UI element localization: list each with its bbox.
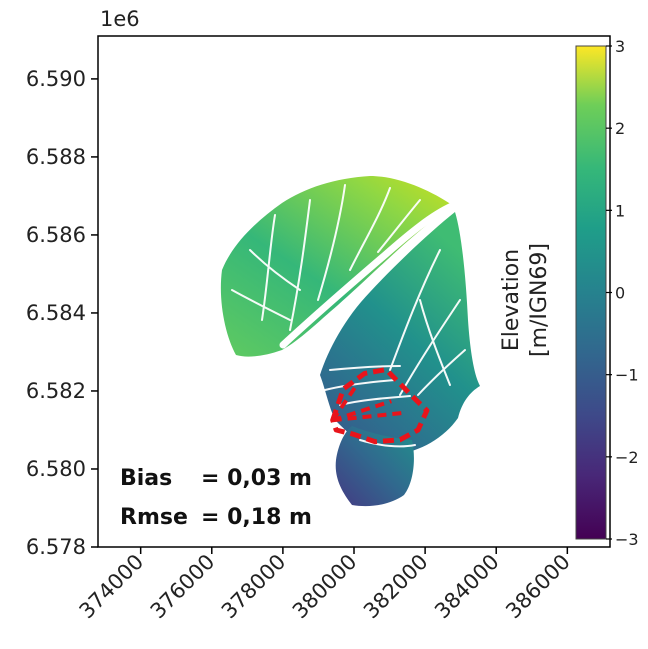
y-tick-label: 6.578: [26, 535, 86, 559]
colorbar-tick-label: −2: [615, 448, 639, 467]
y-tick-label: 6.590: [26, 67, 86, 91]
highlight-spoke: [332, 399, 392, 423]
colorbar-tick-label: 2: [615, 119, 625, 138]
y-offset-label: 1e6: [100, 7, 140, 31]
y-axis: 6.578 6.580 6.582 6.584 6.586 6.588 6.590: [26, 67, 98, 559]
bias-value: = 0,03 m: [201, 466, 312, 491]
channel-gap: [279, 202, 456, 349]
x-axis: 3740003760003780003800003820003840003860…: [75, 547, 575, 623]
colorbar-tick-label: −1: [615, 366, 639, 385]
x-tick-label: 376000: [146, 550, 220, 624]
highlight-spoke: [332, 410, 404, 423]
colorbar-tick-label: 1: [615, 201, 625, 220]
y-tick-label: 6.586: [26, 223, 86, 247]
x-tick-label: 382000: [359, 550, 433, 624]
y-tick-label: 6.584: [26, 301, 86, 325]
rmse-label: Rmse: [120, 505, 188, 530]
colorbar: [575, 45, 607, 540]
highlight-region: [330, 367, 430, 445]
y-tick-label: 6.588: [26, 145, 86, 169]
x-tick-label: 380000: [288, 550, 362, 624]
colorbar-tick-label: 0: [615, 284, 625, 303]
colorbar-ticks: 3 2 1 0 −1 −2 −3: [606, 37, 639, 549]
rmse-value: = 0,18 m: [201, 505, 312, 530]
colorbar-label-line1: Elevation: [499, 249, 524, 351]
y-tick-label: 6.580: [26, 457, 86, 481]
bias-label: Bias: [120, 466, 172, 491]
colorbar-tick-label: −3: [615, 530, 639, 549]
x-tick-label: 384000: [430, 550, 504, 624]
y-tick-label: 6.582: [26, 379, 86, 403]
east-lobe: [320, 212, 480, 455]
elevation-raster: [220, 176, 480, 507]
x-tick-label: 374000: [75, 550, 149, 624]
west-lobe: [220, 176, 452, 357]
x-tick-label: 378000: [217, 550, 291, 624]
x-tick-label: 386000: [501, 550, 575, 624]
colorbar-label-line2: [m/IGN69]: [527, 243, 552, 357]
colorbar-tick-label: 3: [615, 37, 625, 56]
highlight-spoke: [331, 383, 359, 422]
